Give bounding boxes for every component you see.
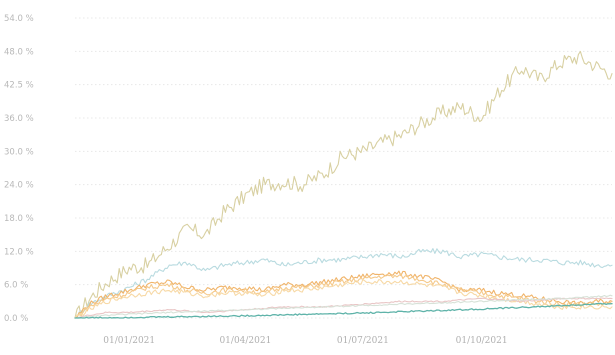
series-line-3	[74, 270, 613, 319]
series-line-1	[74, 50, 613, 319]
x-axis-ticks: 01/01/2021 01/04/2021 01/07/2021 01/10/2021	[103, 336, 507, 346]
y-tick-label: 48.0 %	[4, 47, 34, 57]
y-tick-label: 0.0 %	[4, 314, 28, 324]
x-tick-label: 01/10/2021	[456, 336, 508, 346]
series-line-8	[74, 302, 613, 319]
x-tick-label: 01/04/2021	[219, 336, 271, 346]
series-line-6	[74, 297, 613, 319]
x-tick-label: 01/07/2021	[337, 336, 389, 346]
series-line-2	[74, 248, 613, 319]
y-tick-label: 30.0 %	[4, 147, 34, 157]
series-lines	[74, 50, 613, 319]
y-tick-label: 36.0 %	[4, 114, 34, 124]
y-tick-label: 12.0 %	[4, 247, 34, 257]
y-tick-label: 6.0 %	[4, 281, 28, 291]
y-axis-ticks: 0.0 % 6.0 % 12.0 % 18.0 % 24.0 % 30.0 % 36.0 %…	[4, 14, 34, 324]
series-line-7	[74, 294, 613, 319]
grid-lines	[75, 17, 612, 319]
x-tick-label: 01/01/2021	[103, 336, 155, 346]
y-tick-label: 54.0 %	[4, 14, 34, 24]
y-tick-label: 24.0 %	[4, 181, 34, 191]
y-tick-label: 42.5 %	[4, 81, 34, 91]
y-tick-label: 18.0 %	[4, 214, 34, 224]
series-line-4	[74, 273, 613, 319]
